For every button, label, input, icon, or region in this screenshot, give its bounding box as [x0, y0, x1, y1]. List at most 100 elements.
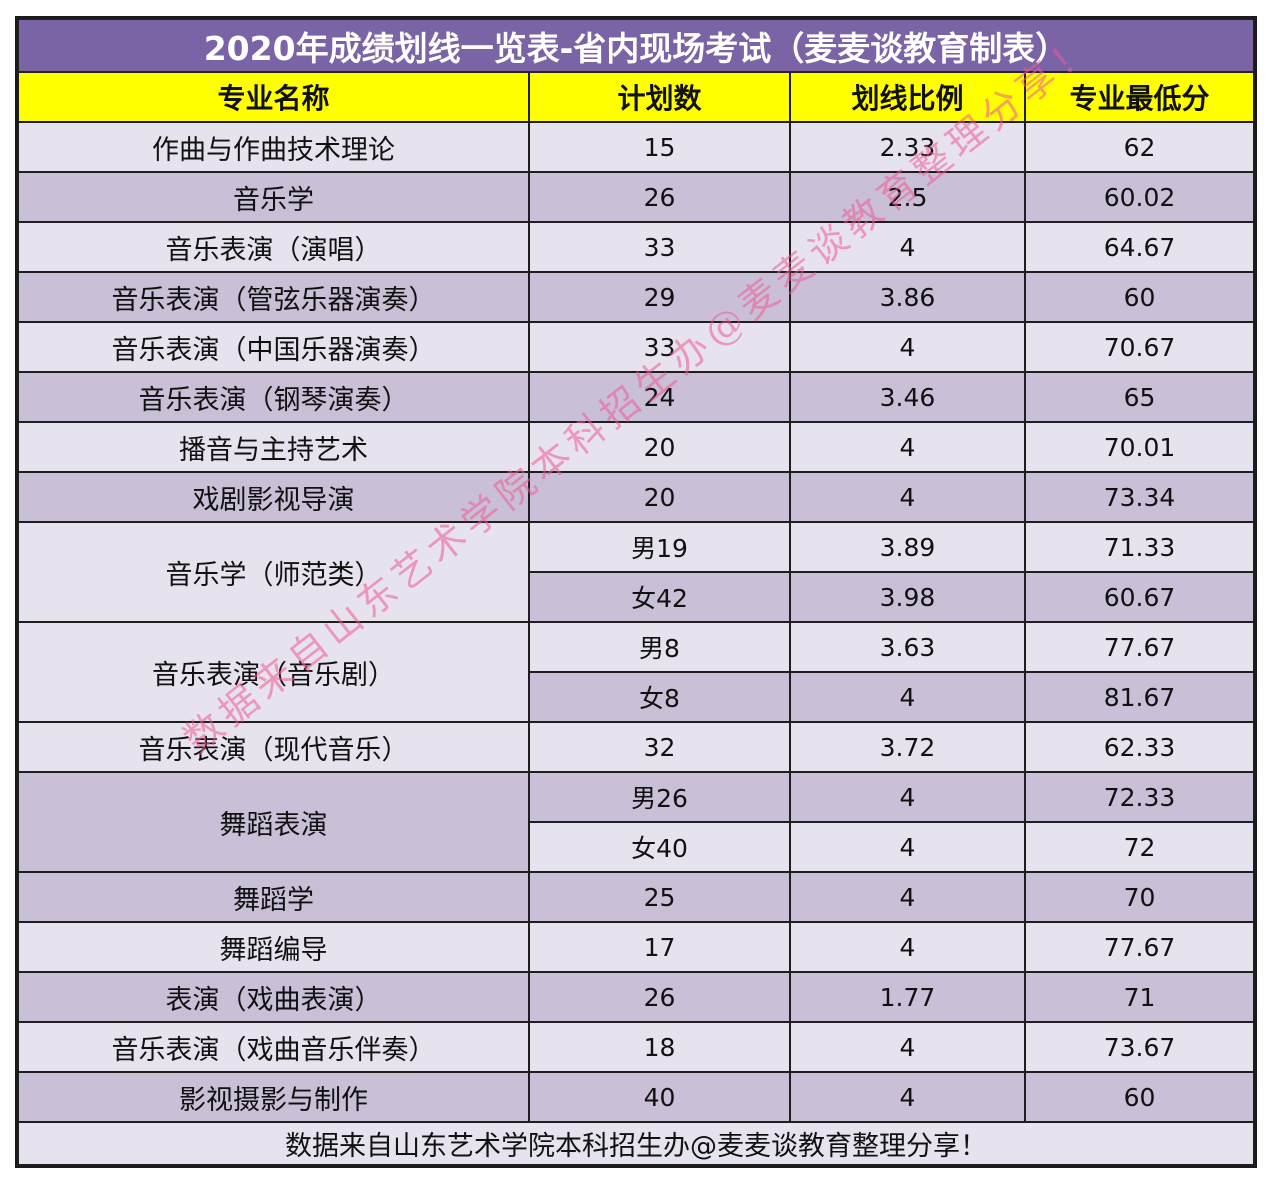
plan-cell-female: 女8 [528, 671, 791, 723]
ratio-cell: 3.46 [789, 371, 1026, 423]
table-row: 女42 3.98 60.67 [18, 571, 1255, 623]
min-score-cell: 71 [1024, 971, 1255, 1023]
plan-cell: 25 [528, 871, 791, 923]
min-score-cell: 60 [1024, 1071, 1255, 1123]
ratio-cell: 4 [789, 1071, 1026, 1123]
major-cell: 音乐表演（音乐剧） [17, 621, 530, 723]
min-score-cell: 70.67 [1024, 321, 1255, 373]
major-cell: 戏剧影视导演 [17, 471, 530, 523]
table-row: 舞蹈表演 男26 4 72.33 [17, 771, 1255, 873]
min-score-cell-female: 72 [1024, 821, 1255, 873]
plan-cell: 32 [528, 721, 791, 773]
ratio-cell: 3.86 [789, 271, 1026, 323]
plan-cell: 40 [528, 1071, 791, 1123]
score-table-sheet: 2020年成绩划线一览表-省内现场考试（麦麦谈教育制表） 专业名称 计划数 划线… [15, 16, 1257, 1168]
table-row: 戏剧影视导演 20 4 73.34 [17, 471, 1255, 523]
table-row: 音乐表演（音乐剧） 男8 3.63 77.67 [17, 621, 1255, 723]
min-score-cell: 64.67 [1024, 221, 1255, 273]
min-score-cell: 62 [1024, 121, 1255, 173]
major-cell: 舞蹈学 [17, 871, 530, 923]
min-score-cell: 73.34 [1024, 471, 1255, 523]
min-score-cell: 62.33 [1024, 721, 1255, 773]
plan-cell: 18 [528, 1021, 791, 1073]
table-row: 舞蹈学 25 4 70 [17, 871, 1255, 923]
major-cell: 音乐表演（戏曲音乐伴奏） [17, 1021, 530, 1073]
table-row: 播音与主持艺术 20 4 70.01 [17, 421, 1255, 473]
plan-cell: 20 [528, 471, 791, 523]
table-row: 音乐学（师范类） 男19 3.89 71.33 [17, 521, 1255, 623]
ratio-cell-male: 4 [789, 771, 1026, 823]
major-cell: 舞蹈表演 [17, 771, 530, 873]
major-cell: 影视摄影与制作 [17, 1071, 530, 1123]
min-score-cell: 60.02 [1024, 171, 1255, 223]
table-row: 音乐表演（演唱） 33 4 64.67 [17, 221, 1255, 273]
plan-cell-male: 男8 [528, 621, 791, 673]
min-score-cell: 77.67 [1024, 921, 1255, 973]
plan-cell: 26 [528, 971, 791, 1023]
ratio-cell: 1.77 [789, 971, 1026, 1023]
table-row: 音乐表演（现代音乐） 32 3.72 62.33 [17, 721, 1255, 773]
plan-cell: 24 [528, 371, 791, 423]
ratio-cell: 4 [789, 921, 1026, 973]
major-cell: 音乐表演（现代音乐） [17, 721, 530, 773]
major-cell: 表演（戏曲表演） [17, 971, 530, 1023]
ratio-cell: 4 [789, 871, 1026, 923]
min-score-cell: 73.67 [1024, 1021, 1255, 1073]
table-row: 作曲与作曲技术理论 15 2.33 62 [17, 121, 1255, 173]
footer-row: 数据来自山东艺术学院本科招生办@麦麦谈教育整理分享！ [17, 1121, 1255, 1166]
table-title: 2020年成绩划线一览表-省内现场考试（麦麦谈教育制表） [17, 18, 1255, 73]
title-row: 2020年成绩划线一览表-省内现场考试（麦麦谈教育制表） [17, 18, 1255, 73]
ratio-cell-male: 3.63 [789, 621, 1026, 673]
ratio-cell: 4 [789, 421, 1026, 473]
plan-cell-male: 男19 [528, 521, 791, 573]
plan-cell: 33 [528, 221, 791, 273]
major-cell: 音乐学 [17, 171, 530, 223]
table-row: 音乐表演（管弦乐器演奏） 29 3.86 60 [17, 271, 1255, 323]
ratio-cell-female: 4 [789, 821, 1026, 873]
ratio-cell-female: 3.98 [789, 571, 1026, 623]
major-cell: 音乐表演（演唱） [17, 221, 530, 273]
major-cell: 音乐学（师范类） [17, 521, 530, 623]
table-row: 舞蹈编导 17 4 77.67 [17, 921, 1255, 973]
plan-cell: 29 [528, 271, 791, 323]
min-score-cell: 65 [1024, 371, 1255, 423]
plan-cell-male: 男26 [528, 771, 791, 823]
table-row: 影视摄影与制作 40 4 60 [17, 1071, 1255, 1123]
ratio-cell: 4 [789, 221, 1026, 273]
ratio-cell: 4 [789, 471, 1026, 523]
plan-cell-female: 女40 [528, 821, 791, 873]
table-row: 音乐学 26 2.5 60.02 [17, 171, 1255, 223]
min-score-cell-male: 72.33 [1024, 771, 1255, 823]
column-header-ratio: 划线比例 [789, 71, 1026, 123]
min-score-cell-male: 77.67 [1024, 621, 1255, 673]
min-score-cell-female: 81.67 [1024, 671, 1255, 723]
major-cell: 音乐表演（管弦乐器演奏） [17, 271, 530, 323]
major-cell: 舞蹈编导 [17, 921, 530, 973]
column-header-major: 专业名称 [17, 71, 530, 123]
ratio-cell: 2.33 [789, 121, 1026, 173]
major-cell: 播音与主持艺术 [17, 421, 530, 473]
plan-cell: 17 [528, 921, 791, 973]
min-score-cell: 70.01 [1024, 421, 1255, 473]
major-cell: 音乐表演（钢琴演奏） [17, 371, 530, 423]
ratio-cell: 3.72 [789, 721, 1026, 773]
ratio-cell: 2.5 [789, 171, 1026, 223]
source-note: 数据来自山东艺术学院本科招生办@麦麦谈教育整理分享！ [17, 1121, 1255, 1166]
min-score-cell-male: 71.33 [1024, 521, 1255, 573]
min-score-cell: 70 [1024, 871, 1255, 923]
plan-cell-female: 女42 [528, 571, 791, 623]
ratio-cell-male: 3.89 [789, 521, 1026, 573]
plan-cell: 33 [528, 321, 791, 373]
score-table: 2020年成绩划线一览表-省内现场考试（麦麦谈教育制表） 专业名称 计划数 划线… [17, 18, 1255, 1166]
major-cell: 音乐表演（中国乐器演奏） [17, 321, 530, 373]
ratio-cell: 4 [789, 321, 1026, 373]
table-row: 音乐表演（钢琴演奏） 24 3.46 65 [17, 371, 1255, 423]
major-cell: 作曲与作曲技术理论 [17, 121, 530, 173]
table-row: 女40 4 72 [18, 821, 1255, 873]
column-header-plan: 计划数 [528, 71, 791, 123]
plan-cell: 26 [528, 171, 791, 223]
plan-cell: 20 [528, 421, 791, 473]
header-row: 专业名称 计划数 划线比例 专业最低分 [17, 71, 1255, 123]
table-row: 女8 4 81.67 [18, 671, 1255, 723]
ratio-cell-female: 4 [789, 671, 1026, 723]
